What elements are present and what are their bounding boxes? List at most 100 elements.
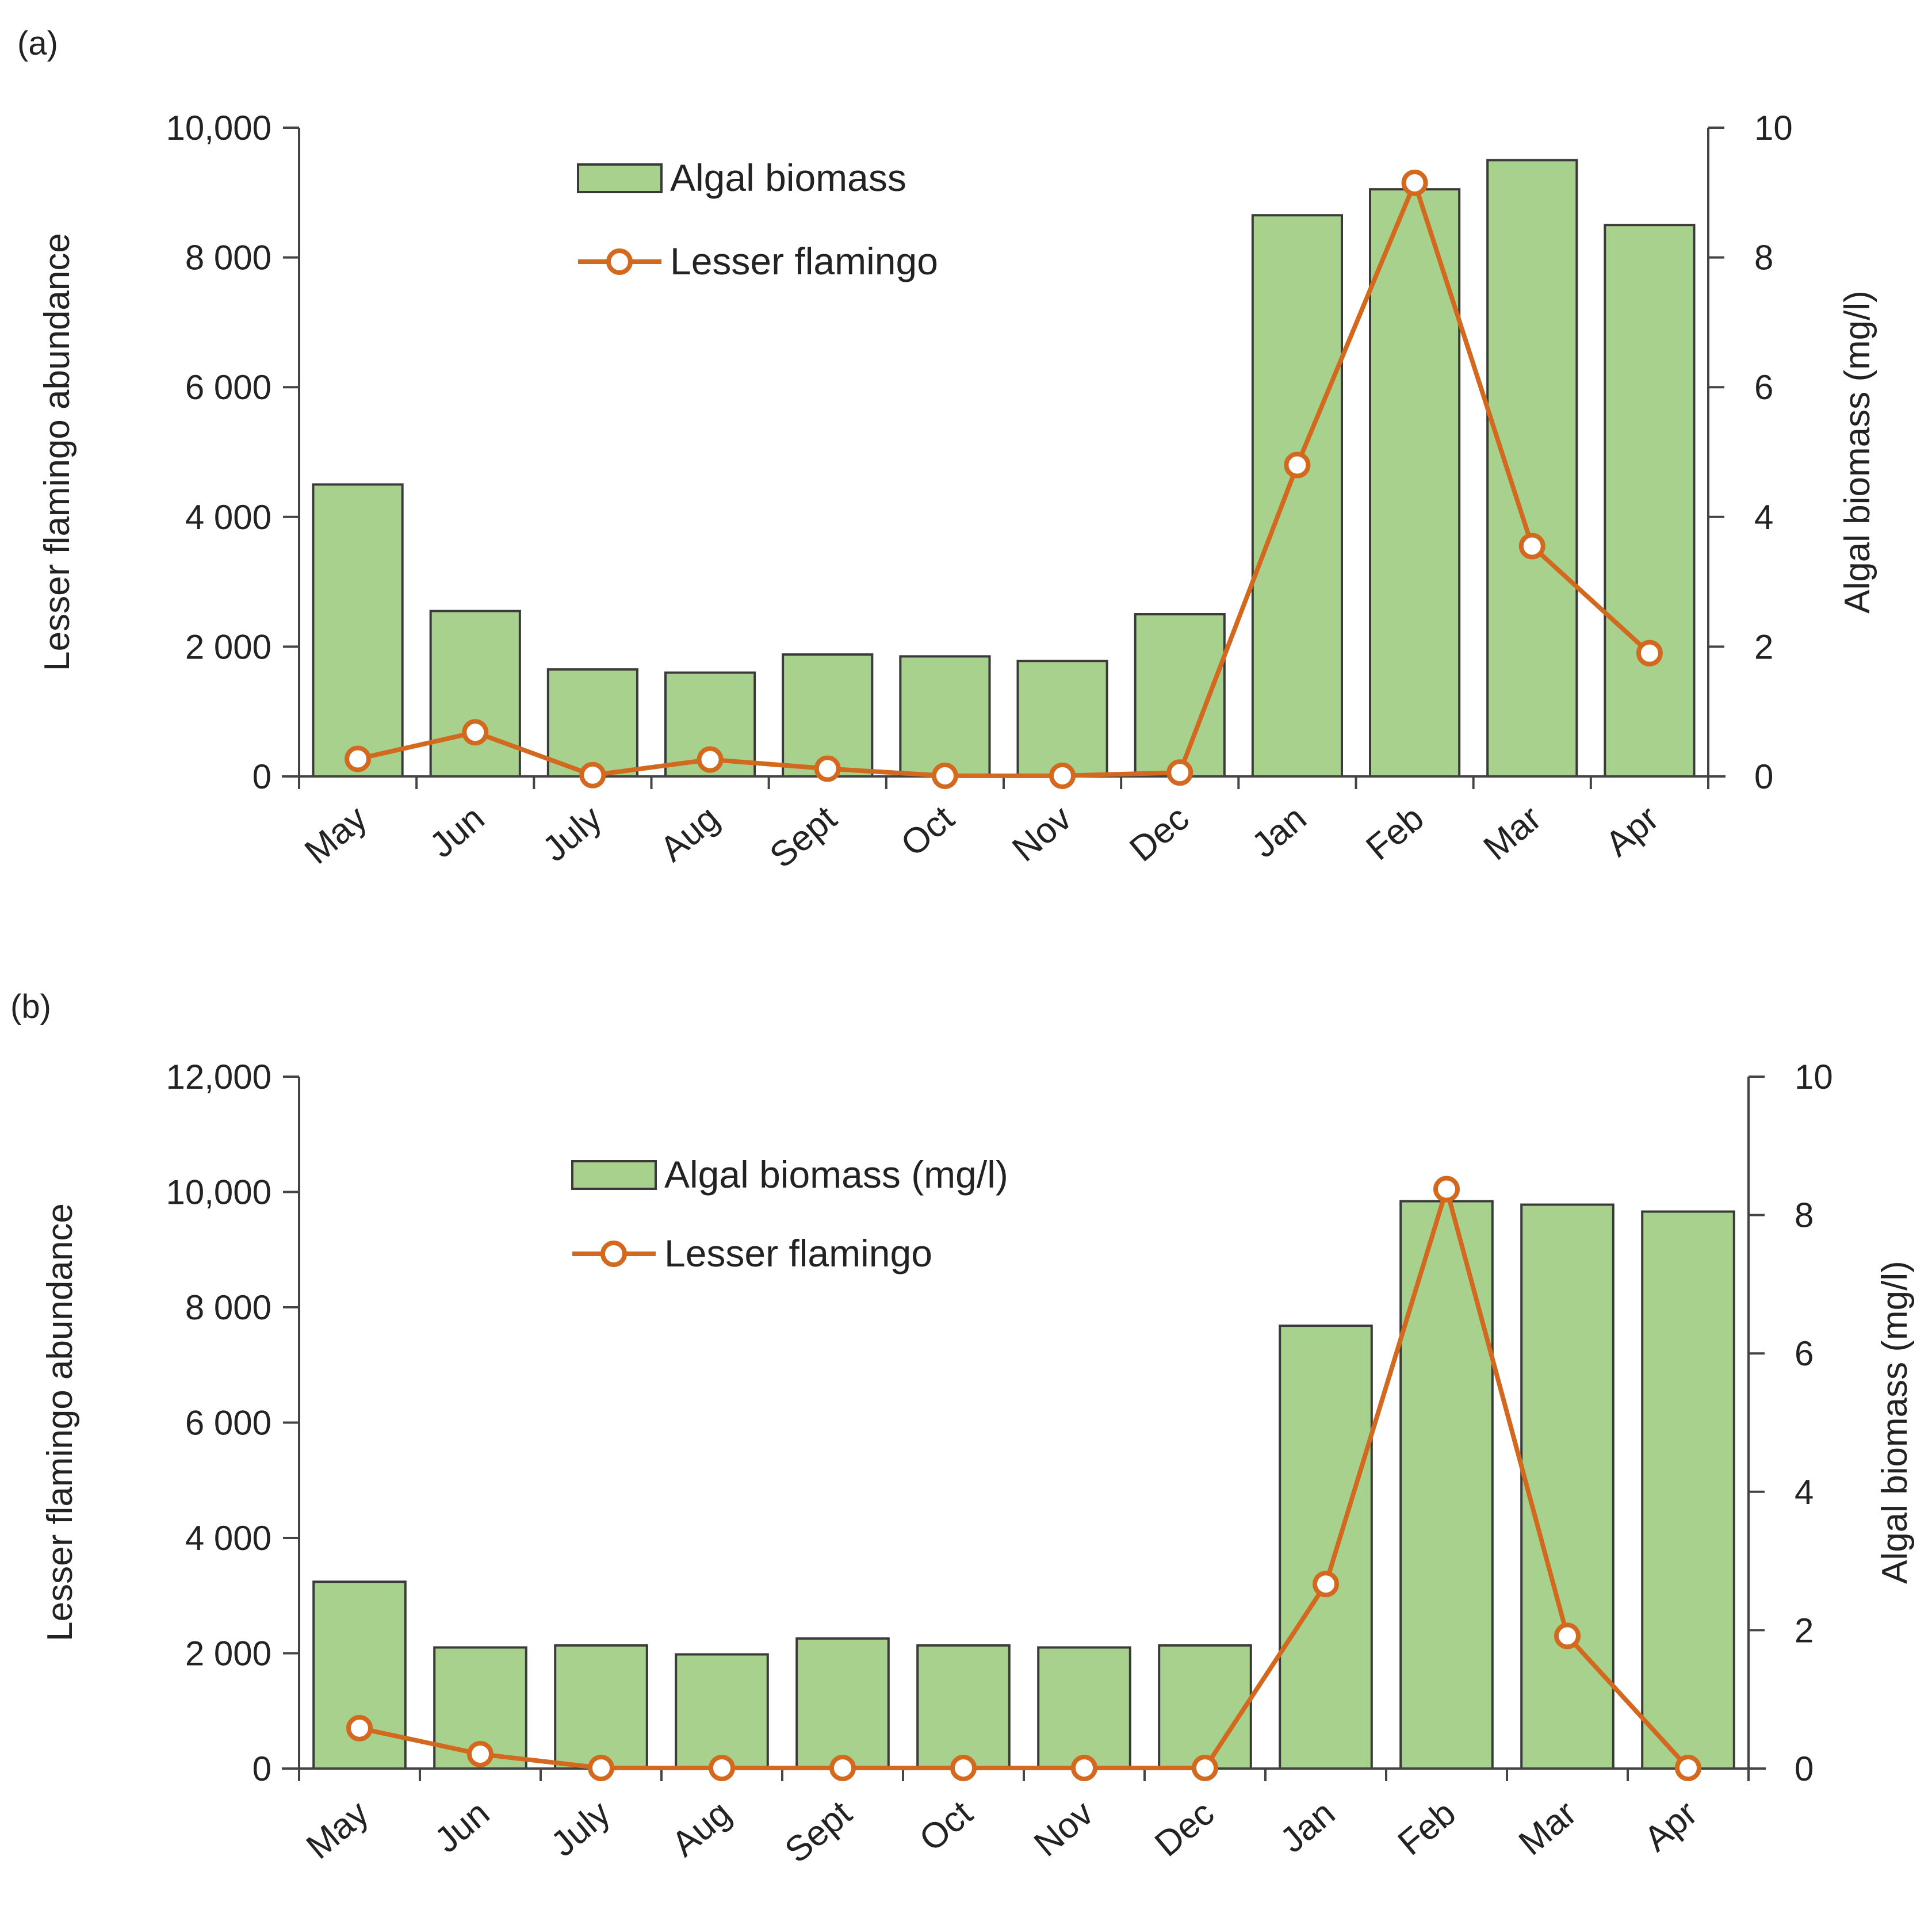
point-apr — [1675, 1754, 1701, 1781]
point-jun — [467, 1740, 493, 1767]
point-nov — [1071, 1754, 1097, 1781]
legend: Algal biomass (mg/l) Lesser flamingo — [571, 1153, 1008, 1275]
point-aug — [697, 746, 724, 773]
bar-aug — [675, 1653, 769, 1770]
bar-jan — [1279, 1325, 1373, 1770]
point-apr — [1636, 640, 1663, 667]
bar-july — [546, 668, 638, 778]
right-tick-label: 2 — [1795, 1611, 1814, 1649]
right-tick-label: 4 — [1795, 1473, 1814, 1511]
line-lesser-flamingo — [359, 1187, 1690, 1770]
right-tick-label: 10 — [1795, 1058, 1833, 1096]
legend-line-label: Lesser flamingo — [664, 1232, 932, 1275]
chart-panel-a: (a) 0 2 000 4 000 6 000 8 000 10,000 0 2 4 6 8 10 May… — [17, 25, 1877, 876]
left-tick-label: 6 000 — [185, 368, 271, 407]
month-label: July — [535, 798, 610, 870]
right-tick-label: 8 — [1795, 1196, 1814, 1235]
panel-label: (b) — [10, 988, 51, 1025]
line-lesser-flamingo — [357, 180, 1651, 778]
left-tick-label: 2 000 — [185, 627, 271, 666]
bar-jan — [1251, 214, 1343, 778]
right-tick-label: 10 — [1754, 109, 1793, 147]
point-nov — [1049, 762, 1076, 789]
legend-line-label: Lesser flamingo — [670, 240, 938, 282]
left-tick-label: 2 000 — [185, 1635, 271, 1673]
bar-oct — [916, 1644, 1011, 1770]
month-label: Nov — [1027, 1793, 1101, 1865]
month-label: Dec — [1122, 798, 1196, 870]
legend-line-marker — [606, 248, 633, 275]
right-tick-label: 2 — [1754, 627, 1773, 666]
point-dec — [1192, 1754, 1218, 1781]
bar-may — [312, 483, 404, 778]
bar-apr — [1604, 224, 1696, 778]
month-label: Oct — [912, 1793, 980, 1859]
month-label: Aug — [653, 798, 727, 870]
left-axis-title: Lesser flamingo abundance — [40, 1203, 80, 1641]
right-axis-title: Algal biomass (mg/l) — [1838, 290, 1877, 614]
legend-line-marker — [600, 1241, 627, 1267]
right-tick-label: 6 — [1795, 1334, 1814, 1373]
month-label: May — [299, 1793, 376, 1867]
point-may — [346, 1714, 373, 1742]
month-label: Feb — [1391, 1793, 1463, 1863]
right-tick-label: 8 — [1754, 239, 1773, 277]
left-tick-label: 0 — [253, 757, 271, 796]
point-feb — [1433, 1176, 1460, 1203]
month-label: May — [297, 798, 374, 872]
month-label: Apr — [1598, 798, 1666, 864]
month-label: Dec — [1147, 1793, 1222, 1865]
left-tick-label: 12,000 — [166, 1058, 271, 1096]
bar-july — [554, 1644, 648, 1770]
point-mar — [1554, 1622, 1581, 1649]
point-july — [579, 761, 606, 789]
left-tick-label: 8 000 — [185, 1288, 271, 1327]
point-dec — [1166, 759, 1193, 786]
point-oct — [931, 762, 958, 789]
month-label: Jan — [1244, 798, 1314, 866]
month-label: Jan — [1273, 1793, 1342, 1861]
chart-panel-b: (b) 0 2 000 4 000 6 000 8 000 10,000 12,000 0 2 4 6… — [10, 988, 1915, 1871]
right-tick-label: 0 — [1795, 1750, 1814, 1788]
legend-bar-label: Algal biomass — [670, 156, 906, 199]
month-label: Apr — [1637, 1793, 1705, 1859]
left-axis-title: Lesser flamingo abundance — [37, 233, 77, 671]
bar-jun — [429, 610, 521, 778]
legend: Algal biomass Lesser flamingo — [577, 156, 938, 282]
bar-feb — [1369, 188, 1461, 778]
left-tick-label: 10,000 — [166, 1173, 271, 1212]
bar-nov — [1016, 660, 1108, 778]
point-oct — [950, 1754, 977, 1781]
point-may — [345, 745, 372, 772]
bar-apr — [1641, 1210, 1735, 1770]
month-label: Jun — [422, 798, 492, 866]
right-axis-title: Algal biomass (mg/l) — [1875, 1261, 1915, 1584]
month-label: Sept — [778, 1793, 859, 1871]
month-label: Jun — [427, 1793, 497, 1861]
legend-bar-swatch — [571, 1160, 657, 1190]
month-label: Aug — [664, 1793, 739, 1865]
left-tick-label: 4 000 — [185, 1519, 271, 1557]
point-sept — [814, 755, 841, 782]
month-label: Sept — [763, 798, 844, 876]
left-tick-label: 4 000 — [185, 498, 271, 537]
month-label: July — [544, 1793, 618, 1865]
right-tick-label: 6 — [1754, 368, 1773, 407]
bar-mar — [1486, 159, 1578, 778]
bar-mar — [1520, 1203, 1615, 1770]
month-label: Mar — [1512, 1793, 1584, 1863]
bar-nov — [1037, 1646, 1131, 1770]
legend-bar-label: Algal biomass (mg/l) — [664, 1153, 1008, 1196]
point-aug — [709, 1754, 735, 1781]
point-jan — [1313, 1571, 1339, 1598]
point-july — [588, 1754, 614, 1781]
month-label: Oct — [894, 798, 962, 864]
panel-label: (a) — [17, 25, 58, 62]
left-tick-label: 6 000 — [185, 1404, 271, 1442]
month-label: Nov — [1005, 798, 1079, 870]
right-tick-label: 0 — [1754, 757, 1773, 796]
bar-sept — [795, 1637, 890, 1770]
month-label: Feb — [1359, 798, 1431, 868]
